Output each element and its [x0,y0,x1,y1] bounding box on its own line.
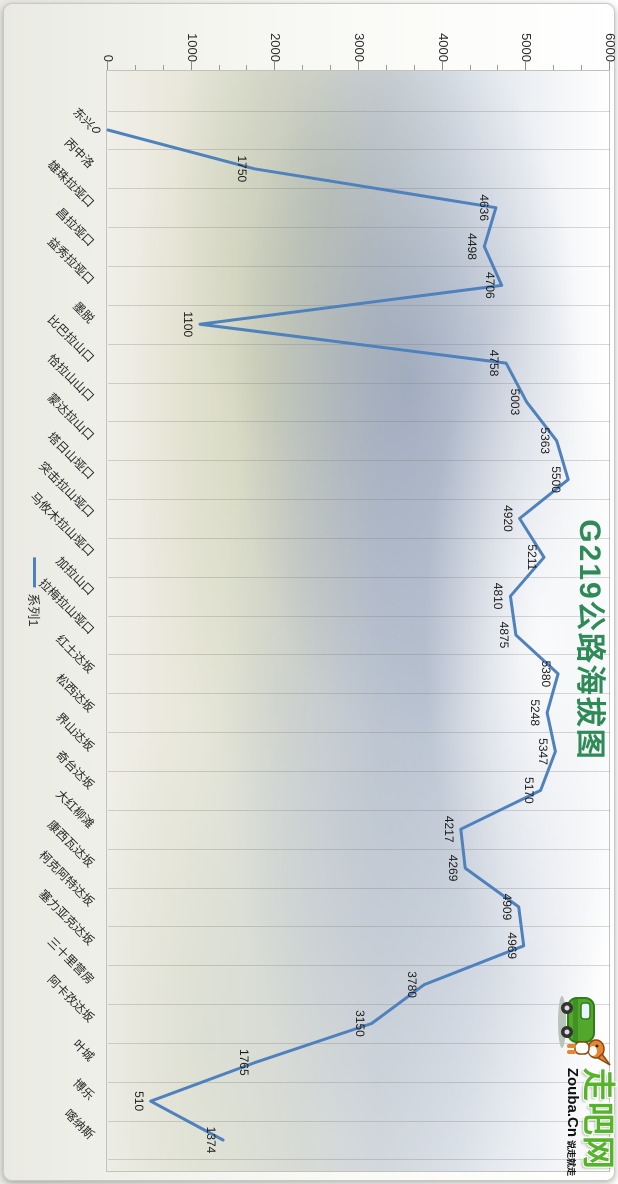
value-axis-tick-mark [190,61,192,70]
chart-title: G219公路海拔图 [573,519,606,761]
category-axis-label: 叶城 [70,1037,97,1065]
data-label: 4706 [482,272,497,299]
data-label: 1374 [203,1126,218,1154]
value-axis-tick-mark [609,61,610,70]
data-label: 5363 [537,427,552,455]
value-axis-tick-label: 6000 [603,33,618,62]
value-axis-tick-mark [274,61,276,70]
zouba-url-text: Zouba.Cn [564,1067,581,1137]
legend: 系列1 [25,557,44,627]
data-label: 1100 [181,311,196,338]
value-axis-tick-label: 1000 [184,33,200,62]
data-label: 4920 [500,505,515,532]
legend-series-label: 系列1 [26,593,41,627]
data-label: 5003 [507,388,522,416]
value-axis-tick-mark [107,61,108,70]
data-label: 510 [131,1091,146,1112]
category-axis-label: 博乐 [70,1076,97,1104]
data-label: 5211 [525,544,539,571]
data-label: 5170 [521,777,536,804]
data-label: 4810 [491,582,506,610]
data-label: 5347 [536,738,551,765]
value-axis-tick-label: 4000 [435,33,451,62]
category-axis-label: 界山达坂 [53,709,97,754]
data-label: 1750 [235,155,250,183]
elevation-line [106,128,570,1142]
legend-line-swatch [33,557,36,588]
data-label: 4498 [465,233,480,260]
data-label: 4969 [504,932,519,960]
data-label: 4636 [476,194,491,222]
zouba-site-url: Zouba.Cn 说走就走 [563,1067,581,1176]
value-axis-tick-mark [525,61,527,70]
category-axis-label: 喀纳斯 [61,1106,97,1142]
category-axis-label: 松西达坂 [53,670,97,715]
category-axis-label: 奇台达坂 [53,748,97,793]
value-axis-tick-mark [358,61,359,70]
data-label: 4269 [446,854,461,882]
data-label: 4217 [441,815,456,843]
zouba-slogan: 说走就走 [566,1139,576,1176]
data-label: 4758 [487,349,502,377]
elevation-line-svg [106,128,570,1142]
category-axis-label: 丙中洛 [61,135,97,171]
data-label: 3780 [405,971,420,998]
value-axis-tick-label: 5000 [519,33,535,62]
data-label: 5500 [549,466,564,493]
data-label: 1765 [236,1048,251,1076]
zouba-site-name: 走吧网 [580,1067,617,1170]
data-label: 3150 [352,1010,367,1037]
zouba-mascot-icon [558,995,611,1066]
zouba-watermark: 走吧网 Zouba.Cn 说走就走 [556,992,617,1176]
data-label: 5380 [539,660,554,688]
value-axis-tick-label: 0 [101,54,116,62]
category-axis-label: 红土达坂 [53,631,97,676]
value-axis-tick-mark [441,61,443,70]
value-axis-tick-label: 2000 [268,33,284,62]
data-label: 4875 [496,621,511,649]
data-label: 4909 [499,893,514,921]
data-label: 5248 [528,699,543,727]
value-axis-tick-label: 3000 [352,33,367,62]
category-axis-label: 墨脱 [70,299,97,327]
